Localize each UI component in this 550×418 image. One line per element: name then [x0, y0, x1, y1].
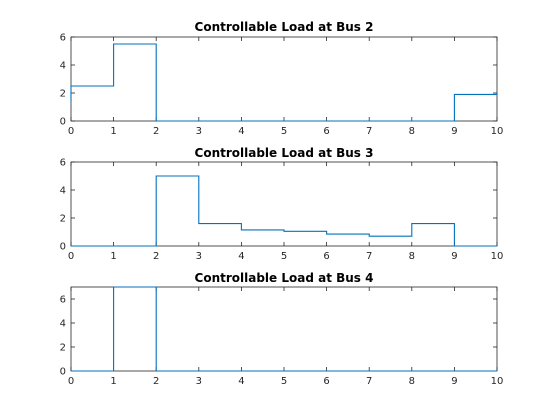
x-tick-label: 2 [153, 376, 159, 387]
y-tick-label: 2 [60, 343, 66, 354]
x-tick-label: 0 [68, 376, 74, 387]
series-line [71, 286, 497, 372]
x-tick-label: 5 [281, 376, 287, 387]
x-tick-label: 0 [68, 251, 74, 262]
x-tick-label: 7 [366, 251, 372, 262]
plot-area [70, 161, 498, 247]
x-tick-label: 10 [491, 376, 504, 387]
x-tick-label: 5 [281, 251, 287, 262]
y-tick-label: 0 [60, 117, 66, 128]
x-tick-label: 3 [196, 126, 202, 137]
y-tick-label: 4 [60, 319, 66, 330]
x-tick-label: 6 [323, 376, 329, 387]
y-tick-label: 6 [60, 295, 66, 306]
x-tick-label: 4 [238, 376, 244, 387]
x-tick-label: 2 [153, 126, 159, 137]
x-tick-label: 7 [366, 376, 372, 387]
y-tick-label: 4 [60, 61, 66, 72]
x-tick-label: 2 [153, 251, 159, 262]
x-tick-label: 5 [281, 126, 287, 137]
y-tick-label: 0 [60, 242, 66, 253]
x-tick-label: 0 [68, 126, 74, 137]
x-tick-label: 9 [451, 376, 457, 387]
x-tick-label: 8 [409, 376, 415, 387]
x-tick-label: 9 [451, 251, 457, 262]
x-tick-label: 10 [491, 251, 504, 262]
x-tick-label: 3 [196, 376, 202, 387]
y-tick-label: 2 [60, 214, 66, 225]
y-tick-label: 0 [60, 367, 66, 378]
x-tick-label: 1 [110, 376, 116, 387]
subplot-title: Controllable Load at Bus 3 [195, 146, 374, 160]
x-tick-label: 6 [323, 251, 329, 262]
x-tick-label: 8 [409, 126, 415, 137]
series-line [70, 43, 498, 122]
x-tick-label: 6 [323, 126, 329, 137]
y-tick-label: 6 [60, 158, 66, 169]
x-tick-label: 1 [110, 126, 116, 137]
x-tick-label: 4 [238, 251, 244, 262]
plot-area [70, 286, 498, 372]
x-tick-label: 4 [238, 126, 244, 137]
plot-area [70, 36, 498, 122]
y-tick-label: 6 [60, 33, 66, 44]
x-tick-label: 1 [110, 251, 116, 262]
subplot-title: Controllable Load at Bus 4 [195, 271, 374, 285]
x-tick-label: 9 [451, 126, 457, 137]
subplot-bus-4: Controllable Load at Bus 4 0 1 2 3 4 5 6 7 8 9 10 0… [60, 271, 504, 387]
subplot-bus-3: Controllable Load at Bus 3 0 1 2 3 4 5 6 7 8 9 10 0… [60, 146, 504, 262]
subplot-bus-2: Controllable Load at Bus 2 0 1 2 3 4 5 6 7 8 9 10 0… [60, 20, 504, 137]
x-tick-label: 10 [491, 126, 504, 137]
x-tick-label: 7 [366, 126, 372, 137]
subplot-title: Controllable Load at Bus 2 [195, 20, 374, 34]
y-tick-label: 4 [60, 186, 66, 197]
series-line [71, 175, 497, 247]
y-tick-label: 2 [60, 89, 66, 100]
x-tick-label: 3 [196, 251, 202, 262]
x-tick-label: 8 [409, 251, 415, 262]
